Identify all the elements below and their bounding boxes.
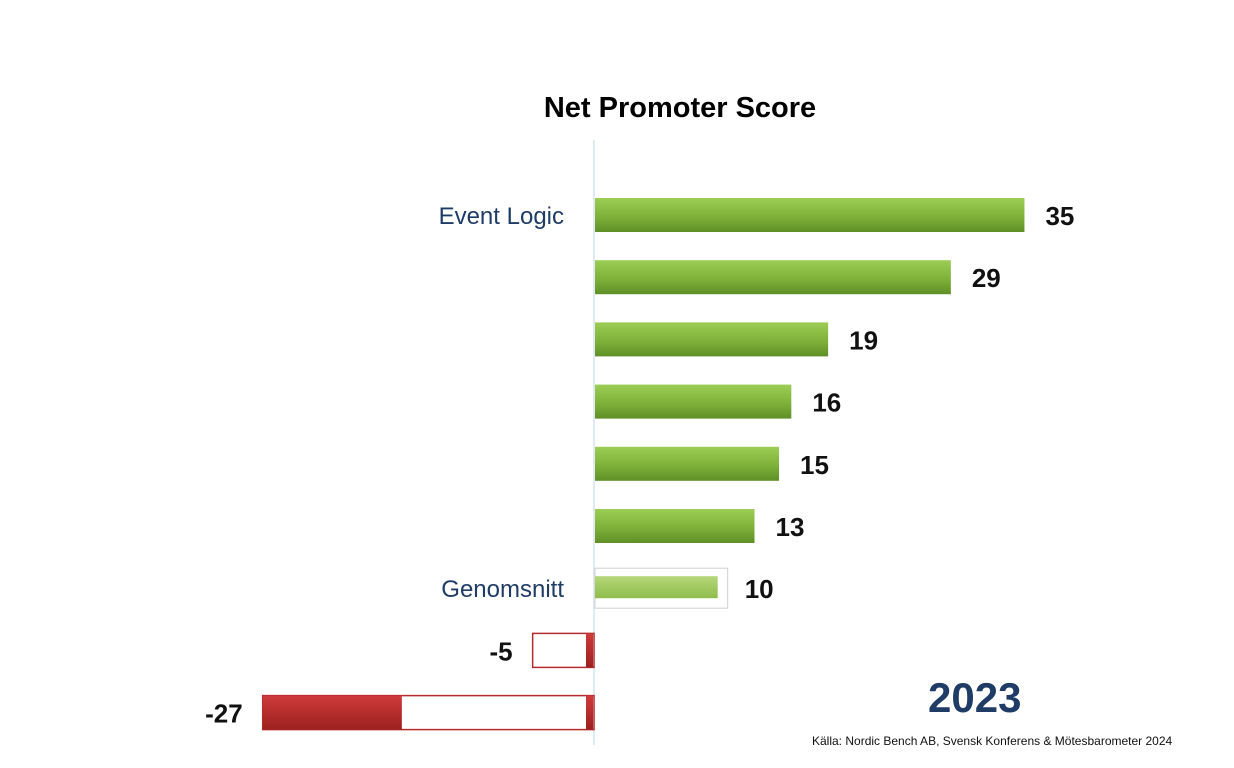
bar-value-label: 10 <box>745 574 774 604</box>
bar <box>595 260 951 295</box>
negative-bar-cap <box>586 633 593 668</box>
average-bar <box>595 576 718 599</box>
bar <box>595 384 792 419</box>
bar-value-label: -27 <box>205 699 243 729</box>
bar-value-label: 13 <box>776 512 805 542</box>
bar <box>595 322 829 357</box>
negative-bar-fill <box>262 695 402 730</box>
category-label: Event Logic <box>439 203 564 230</box>
bar <box>595 509 755 543</box>
negative-bar <box>531 632 595 669</box>
category-label: Genomsnitt <box>441 576 564 603</box>
bar-value-label: 16 <box>812 388 841 418</box>
bar <box>595 446 780 481</box>
source-note: Källa: Nordic Bench AB, Svensk Konferens… <box>812 734 1173 748</box>
bar-value-label: 15 <box>800 450 829 480</box>
bar-value-label: 35 <box>1045 201 1074 231</box>
negative-bar-cap <box>586 695 593 730</box>
chart-title: Net Promoter Score <box>543 92 817 124</box>
bar <box>595 198 1025 232</box>
bar-value-label: -5 <box>490 636 513 666</box>
bar-value-label: 19 <box>849 325 878 355</box>
bar-value-label: 29 <box>972 263 1001 293</box>
year-label: 2023 <box>928 674 1022 721</box>
